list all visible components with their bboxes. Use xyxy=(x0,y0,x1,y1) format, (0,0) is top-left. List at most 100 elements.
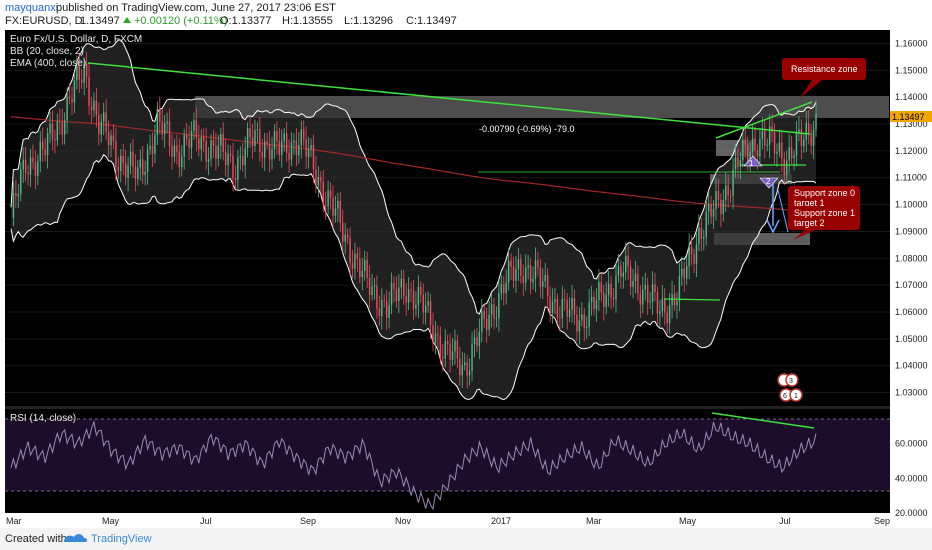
price-tick-label: 1.05000 xyxy=(895,334,928,344)
candle-body xyxy=(122,155,124,164)
candle-body xyxy=(676,300,678,306)
candle-body xyxy=(63,120,66,135)
candle-body xyxy=(603,292,605,308)
candle-body xyxy=(620,266,622,277)
candle-body xyxy=(78,66,81,80)
candle-body xyxy=(527,265,529,268)
candle-body xyxy=(193,120,195,132)
candle-body xyxy=(337,200,339,209)
wave-1-marker[interactable] xyxy=(743,155,763,167)
candle-body xyxy=(190,131,193,148)
candle-body xyxy=(578,320,581,332)
candle-body xyxy=(251,137,254,147)
candle-body xyxy=(759,139,761,157)
support-trendline[interactable] xyxy=(663,298,721,301)
candle-body xyxy=(307,149,310,157)
candle-body xyxy=(493,304,495,319)
candle-body xyxy=(24,159,27,174)
wave-2-marker[interactable] xyxy=(759,177,779,189)
resistance-callout[interactable] xyxy=(782,58,866,80)
price-tick-label: 1.14000 xyxy=(895,92,928,102)
rsi-divergence-line[interactable] xyxy=(711,412,815,429)
close-value: C:1.13497 xyxy=(406,15,457,27)
candle-body xyxy=(400,278,403,288)
candle-body xyxy=(324,205,327,207)
candle-body xyxy=(295,140,298,156)
rising-trendline[interactable] xyxy=(715,101,813,139)
candle-body xyxy=(449,344,451,360)
candle-body xyxy=(685,266,688,279)
candle-body xyxy=(649,301,651,303)
event-badge-b[interactable] xyxy=(785,373,799,387)
candle-body xyxy=(478,331,481,347)
support-0-callout[interactable] xyxy=(788,186,860,210)
tradingview-logo-icon xyxy=(64,534,88,542)
price-tick-label: 1.16000 xyxy=(895,38,928,48)
time-tick-label: Jul xyxy=(200,516,212,526)
candle-body xyxy=(664,298,666,313)
candle-body xyxy=(398,287,400,301)
support-1-callout-pointer xyxy=(793,230,815,240)
event-badges[interactable]: 3 4 6 1 xyxy=(777,373,803,402)
candle-body xyxy=(790,147,793,158)
candle-body xyxy=(746,144,749,162)
candle-body xyxy=(532,278,534,283)
descending-trendline[interactable] xyxy=(87,62,811,135)
candle-body xyxy=(646,285,649,303)
candle-body xyxy=(654,284,656,293)
candle-body xyxy=(110,135,112,146)
candle-body xyxy=(564,299,566,301)
footer-brand[interactable]: TradingView xyxy=(91,533,152,545)
candle-body xyxy=(405,296,407,303)
bb-legend: BB (20, close, 2) xyxy=(10,46,84,57)
candle-body xyxy=(327,190,329,207)
candle-body xyxy=(166,121,168,124)
up-arrow-icon xyxy=(123,17,131,23)
candle-body xyxy=(568,309,571,317)
candle-body xyxy=(178,151,181,168)
candle-body xyxy=(254,130,256,147)
price-tick-label: 1.13000 xyxy=(895,119,928,129)
candle-body xyxy=(283,133,285,141)
candle-body xyxy=(27,173,29,175)
candle-body xyxy=(244,148,246,166)
time-tick-label: 2017 xyxy=(491,516,511,526)
candle-body xyxy=(600,282,603,293)
candle-body xyxy=(261,151,263,158)
candle-body xyxy=(37,161,39,176)
candle-body xyxy=(727,185,729,196)
candle-body xyxy=(810,132,812,146)
event-badge-1: 1 xyxy=(794,393,798,400)
rsi-tick-label: 40.0000 xyxy=(895,473,928,483)
candle-body xyxy=(666,312,668,324)
candle-body xyxy=(98,115,100,135)
time-axis[interactable] xyxy=(5,513,890,527)
rsi-axis[interactable] xyxy=(890,409,932,513)
candle-body xyxy=(485,318,488,330)
candle-body xyxy=(305,139,307,157)
candle-body xyxy=(732,169,734,196)
candle-body xyxy=(322,181,324,206)
candle-body xyxy=(773,132,776,154)
instrument-legend: Euro Fx/U.S. Dollar, D, FXCM xyxy=(10,34,142,45)
candle-body xyxy=(44,149,46,156)
candle-body xyxy=(585,326,588,329)
candle-body xyxy=(534,260,537,279)
candle-body xyxy=(805,123,807,140)
price-axis[interactable] xyxy=(890,30,932,406)
candle-body xyxy=(22,159,24,170)
candle-body xyxy=(556,299,559,318)
support-1-callout[interactable] xyxy=(788,206,860,230)
wave-1-label: 1 xyxy=(749,159,754,168)
price-tick-label: 1.04000 xyxy=(895,361,928,371)
candle-body xyxy=(293,140,295,143)
candle-body xyxy=(637,274,639,294)
candle-body xyxy=(217,145,220,159)
pane-divider[interactable] xyxy=(5,406,890,409)
author-name[interactable]: mayquanxi xyxy=(5,2,58,14)
candle-body xyxy=(717,191,720,200)
candles-layer xyxy=(12,51,817,389)
candle-body xyxy=(181,156,183,168)
candle-body xyxy=(627,256,629,267)
event-badge-d[interactable] xyxy=(789,388,803,402)
